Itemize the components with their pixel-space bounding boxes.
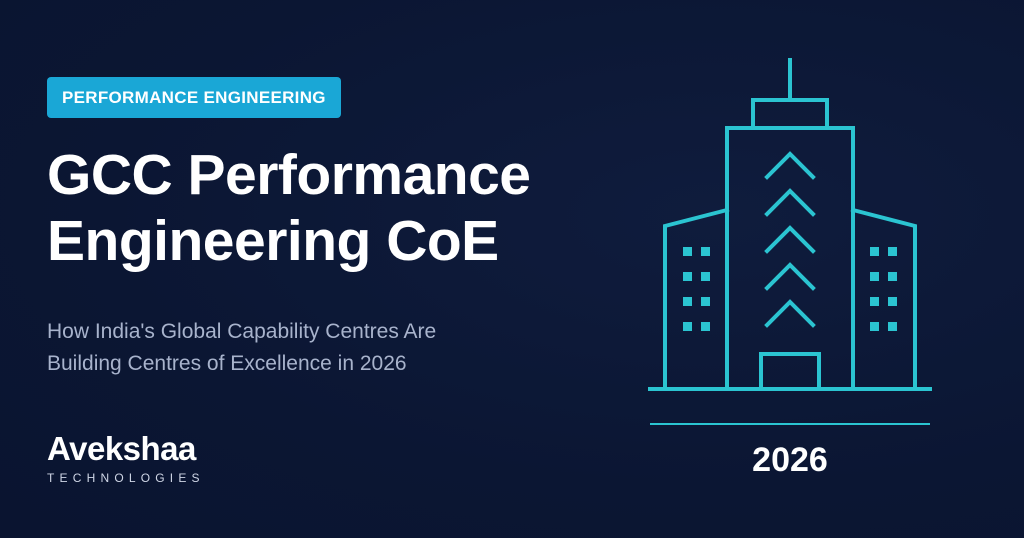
year-label: 2026 — [752, 441, 828, 479]
office-building-icon — [648, 58, 932, 425]
subtitle: How India's Global Capability Centres Ar… — [47, 316, 607, 380]
subtitle-line-1: How India's Global Capability Centres Ar… — [47, 320, 437, 343]
subtitle-line-2: Building Centres of Excellence in 2026 — [47, 352, 407, 375]
brand-logo: Avekshaa TECHNOLOGIES — [47, 430, 205, 485]
category-label: PERFORMANCE ENGINEERING — [62, 87, 326, 107]
brand-name: Avekshaa — [47, 430, 196, 467]
category-badge: PERFORMANCE ENGINEERING — [47, 77, 341, 118]
title-line-1: GCC Performance — [47, 143, 531, 207]
brand-tagline: TECHNOLOGIES — [47, 471, 205, 485]
title-line-2: Engineering CoE — [47, 209, 499, 273]
page-title: GCC Performance Engineering CoE — [47, 142, 647, 274]
